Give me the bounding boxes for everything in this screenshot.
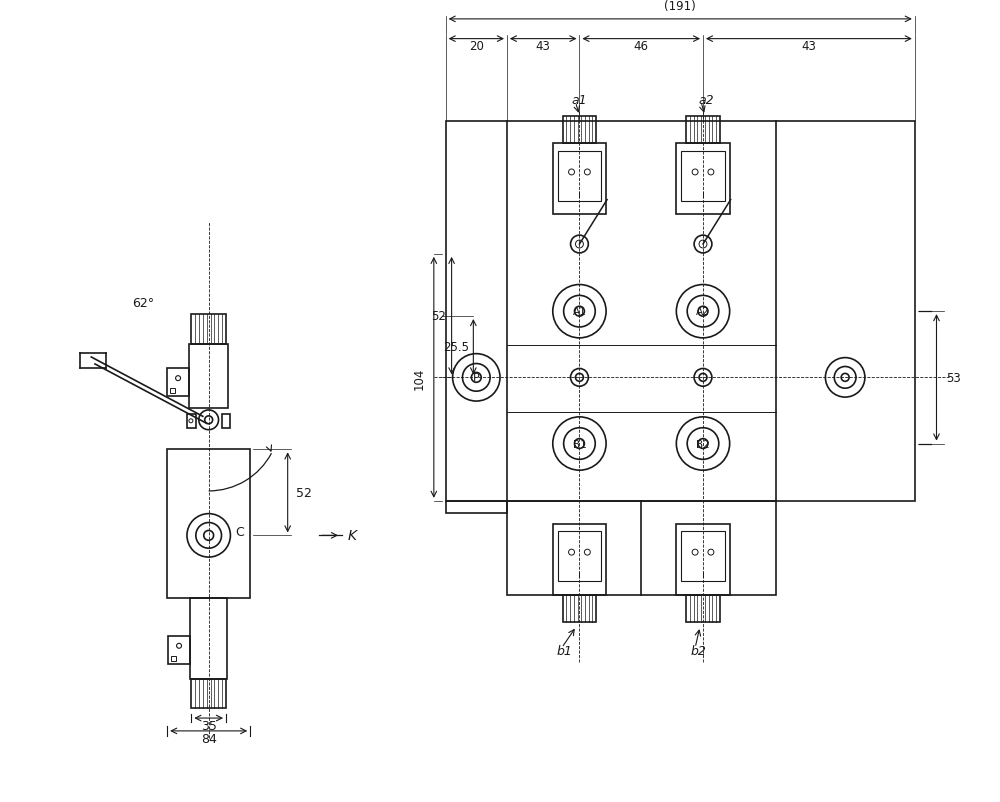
Bar xyxy=(563,116,596,144)
Bar xyxy=(681,152,725,201)
Bar xyxy=(686,116,720,144)
Bar xyxy=(558,152,601,201)
Bar xyxy=(681,532,725,581)
Text: 43: 43 xyxy=(801,39,816,52)
Text: K: K xyxy=(348,529,357,543)
Text: (191): (191) xyxy=(664,0,696,13)
Text: 104: 104 xyxy=(413,367,426,389)
Text: C: C xyxy=(235,525,244,538)
Text: B2: B2 xyxy=(696,439,710,449)
Bar xyxy=(187,415,196,428)
Text: a2: a2 xyxy=(698,94,714,107)
Bar xyxy=(191,314,226,344)
Bar xyxy=(189,344,228,408)
Bar xyxy=(190,597,227,678)
Text: 35: 35 xyxy=(201,719,217,732)
Bar xyxy=(507,501,776,595)
Bar xyxy=(168,636,190,664)
Bar xyxy=(676,144,730,215)
Bar xyxy=(171,656,176,661)
Bar xyxy=(558,532,601,581)
Text: 20: 20 xyxy=(469,39,484,52)
Text: a1: a1 xyxy=(572,94,587,107)
Bar xyxy=(167,450,250,597)
Text: 52: 52 xyxy=(431,310,446,322)
Text: b1: b1 xyxy=(557,644,573,657)
Text: 62°: 62° xyxy=(132,297,154,310)
Bar xyxy=(553,524,606,595)
Text: P: P xyxy=(473,373,480,383)
Text: 43: 43 xyxy=(536,39,551,52)
Text: 53: 53 xyxy=(946,371,961,384)
Bar xyxy=(191,678,226,708)
Bar xyxy=(553,144,606,215)
Text: b2: b2 xyxy=(690,644,706,657)
Bar xyxy=(446,501,507,513)
Text: A2: A2 xyxy=(696,307,710,317)
Text: A1: A1 xyxy=(573,307,586,317)
Bar xyxy=(222,415,230,428)
Text: B1: B1 xyxy=(573,439,586,449)
Text: 25.5: 25.5 xyxy=(443,341,469,354)
Bar xyxy=(686,595,720,622)
Bar xyxy=(676,524,730,595)
Bar xyxy=(446,121,915,501)
Bar xyxy=(563,595,596,622)
Bar xyxy=(170,389,175,394)
Text: 46: 46 xyxy=(634,39,649,52)
Bar xyxy=(167,369,189,397)
Text: 84: 84 xyxy=(201,732,217,745)
Text: 52: 52 xyxy=(296,486,311,500)
